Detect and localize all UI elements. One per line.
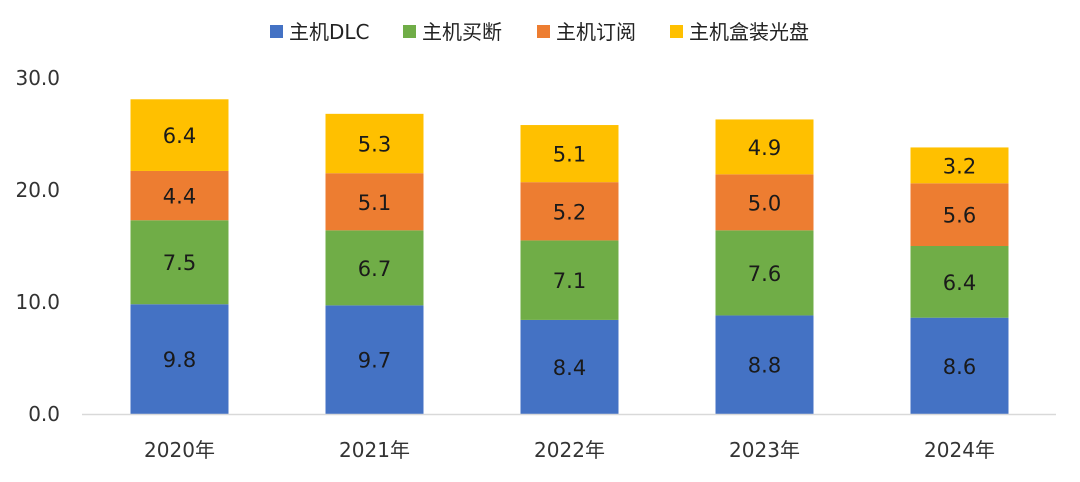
bar-segment	[520, 125, 619, 183]
data-label: 7.1	[553, 269, 586, 293]
bar-segment	[715, 174, 814, 231]
bar-segment	[130, 304, 229, 414]
data-label: 9.8	[163, 348, 196, 372]
data-label: 7.5	[163, 251, 196, 275]
data-label: 8.4	[553, 356, 586, 380]
legend-swatch	[270, 25, 283, 38]
bar-segment	[910, 183, 1009, 246]
legend-swatch	[537, 25, 550, 38]
x-tick-label: 2024年	[924, 438, 995, 462]
x-tick-label: 2022年	[534, 438, 605, 462]
data-label: 6.4	[943, 271, 976, 295]
bar-segment	[325, 230, 424, 306]
x-axis: 2020年 2021年 2022年 2023年 2024年	[82, 413, 1056, 462]
legend-label: 主机买断	[422, 20, 502, 44]
bar-segment	[325, 113, 424, 174]
data-label: 4.4	[163, 185, 196, 209]
y-tick-label: 10.0	[15, 290, 60, 314]
legend: 主机DLC 主机买断 主机订阅 主机盒装光盘	[270, 20, 809, 44]
data-label: 8.6	[943, 355, 976, 379]
bar-segment	[130, 99, 229, 171]
bar-segment	[325, 173, 424, 231]
bar-segment	[715, 315, 814, 414]
bar-segment	[910, 147, 1009, 184]
bar-segment	[520, 182, 619, 241]
data-label: 5.2	[553, 200, 586, 224]
y-tick-label: 0.0	[28, 402, 60, 426]
bar-segment	[715, 230, 814, 316]
data-label: 5.1	[553, 143, 586, 167]
bar-segment	[910, 317, 1009, 414]
legend-label: 主机盒装光盘	[689, 20, 809, 44]
data-label: 6.7	[358, 257, 391, 281]
bar-segment	[520, 240, 619, 320]
bar-segment	[520, 319, 619, 414]
bar-segment	[130, 220, 229, 305]
y-tick-label: 30.0	[15, 66, 60, 90]
bar-segment	[325, 305, 424, 414]
legend-swatch	[670, 25, 683, 38]
data-label: 5.1	[358, 191, 391, 215]
data-label: 5.0	[748, 191, 781, 215]
data-label: 7.6	[748, 262, 781, 286]
data-label: 4.9	[748, 136, 781, 160]
y-axis: 0.0 10.0 20.0 30.0	[15, 66, 60, 426]
data-label: 3.2	[943, 154, 976, 178]
bar-segment	[715, 119, 814, 175]
legend-label: 主机DLC	[289, 20, 370, 44]
data-label: 8.8	[748, 354, 781, 378]
y-tick-label: 20.0	[15, 178, 60, 202]
data-label: 9.7	[358, 349, 391, 373]
legend-swatch	[403, 25, 416, 38]
x-tick-label: 2021年	[339, 438, 410, 462]
x-tick-label: 2023年	[729, 438, 800, 462]
bar-segment	[910, 246, 1009, 318]
data-label: 6.4	[163, 124, 196, 148]
bar-segment	[130, 170, 229, 221]
bars: 9.8 7.5 4.4 6.4 9.7 6.7 5.1 5.3 8.4 7.1 5.2 5.1 8.8 7…	[130, 99, 1009, 414]
legend-label: 主机订阅	[556, 20, 636, 44]
x-tick-label: 2020年	[144, 438, 215, 462]
data-label: 5.3	[358, 133, 391, 157]
data-label: 5.6	[943, 204, 976, 228]
